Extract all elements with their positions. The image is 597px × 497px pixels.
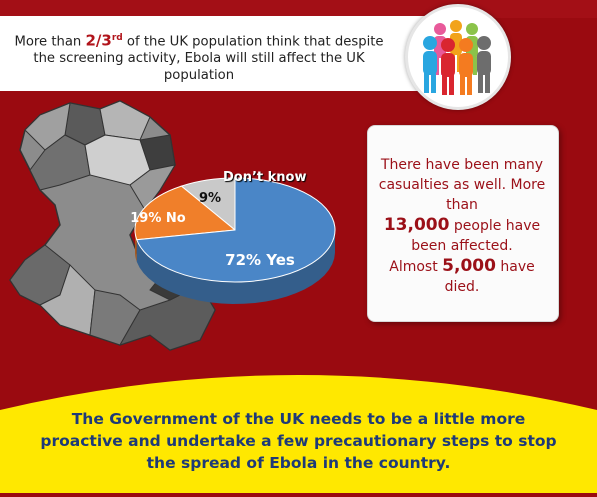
info-text-1: There have been many casualties as well.… (378, 157, 546, 213)
pie-chart: 9% 19% No 72% Yes (110, 170, 340, 324)
footer-text: The Government of the UK needs to be a l… (40, 410, 557, 472)
header-text-pre: More than (14, 34, 86, 50)
info-card (367, 125, 559, 322)
header-fraction-sup: rd (111, 33, 123, 43)
person-figure (441, 38, 455, 95)
person-figure (423, 36, 437, 93)
person-figure (459, 38, 473, 95)
info-text: There have been many casualties as well.… (377, 155, 547, 297)
map-region (29, 134, 91, 191)
header-banner (0, 16, 440, 91)
pie-label: 9% (199, 191, 221, 206)
header-fraction: 2/3 (85, 31, 112, 50)
header-text: More than 2/3rd of the UK population thi… (8, 30, 390, 84)
info-number-died: 5,000 (442, 256, 496, 276)
info-text-2: people have been affected. (411, 218, 541, 254)
pie-slice (134, 185, 237, 241)
people-group-icon (405, 4, 511, 110)
pie-slice-side (136, 230, 335, 304)
pie-slice (136, 177, 336, 283)
info-text-3: Almost (389, 259, 438, 275)
dont-know-label: Don’t know (223, 170, 307, 185)
info-number-affected: 13,000 (383, 215, 450, 235)
person-figure (477, 36, 491, 93)
pie-label: 19% No (130, 211, 186, 226)
pie-label: 72% Yes (225, 251, 295, 269)
header-text-post: of the UK population think that despite … (33, 34, 384, 84)
info-text-4: have died. (444, 259, 535, 295)
map-region (99, 100, 151, 141)
footer-banner (0, 370, 597, 497)
